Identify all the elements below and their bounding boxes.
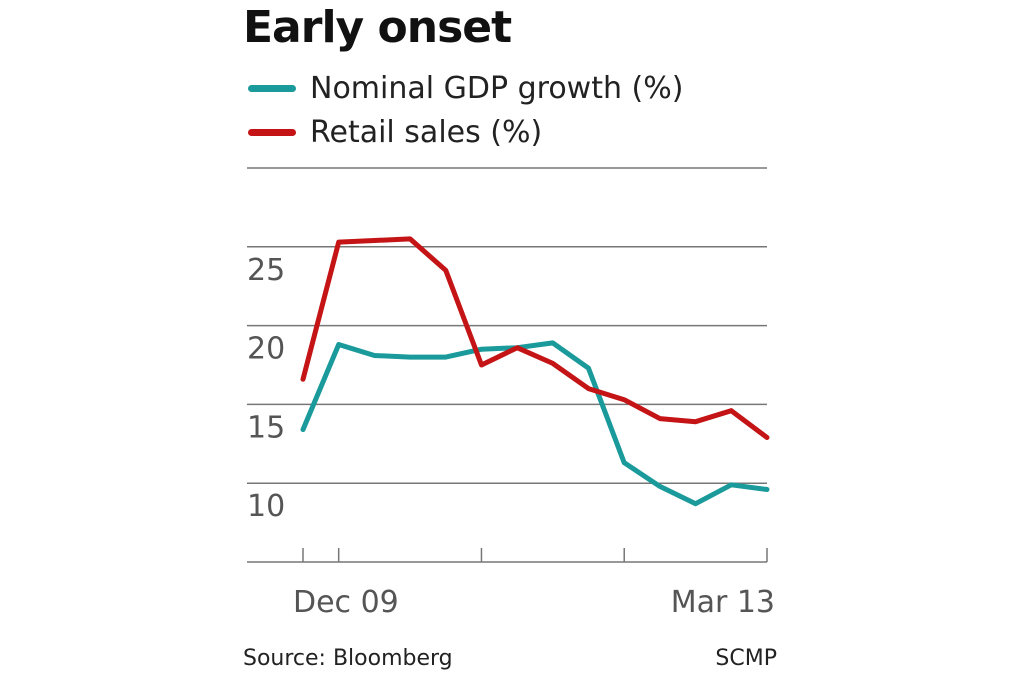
y-tick-label-15: 15 (247, 410, 285, 445)
legend-swatch-retail (248, 128, 296, 136)
gdp-line (300, 340, 770, 507)
x-tick-label-end: Mar 13 (671, 585, 775, 620)
legend-item-retail: Retail sales (%) (248, 110, 683, 154)
y-tick-label-20: 20 (247, 332, 285, 367)
legend-swatch-gdp (248, 84, 296, 92)
legend-label-gdp: Nominal GDP growth (%) (310, 70, 684, 106)
chart-title: Early onset (243, 2, 512, 53)
y-tick-label-10: 10 (247, 489, 285, 524)
y-tick-label-25: 25 (247, 253, 285, 288)
legend: Nominal GDP growth (%) Retail sales (%) (248, 66, 683, 154)
legend-item-gdp: Nominal GDP growth (%) (248, 66, 683, 110)
source-note: Source: Bloomberg (243, 646, 453, 671)
credit-note: SCMP (715, 646, 777, 671)
retail-line (300, 236, 770, 440)
legend-label-retail: Retail sales (%) (310, 114, 543, 150)
x-tick-label-start: Dec 09 (293, 585, 399, 620)
